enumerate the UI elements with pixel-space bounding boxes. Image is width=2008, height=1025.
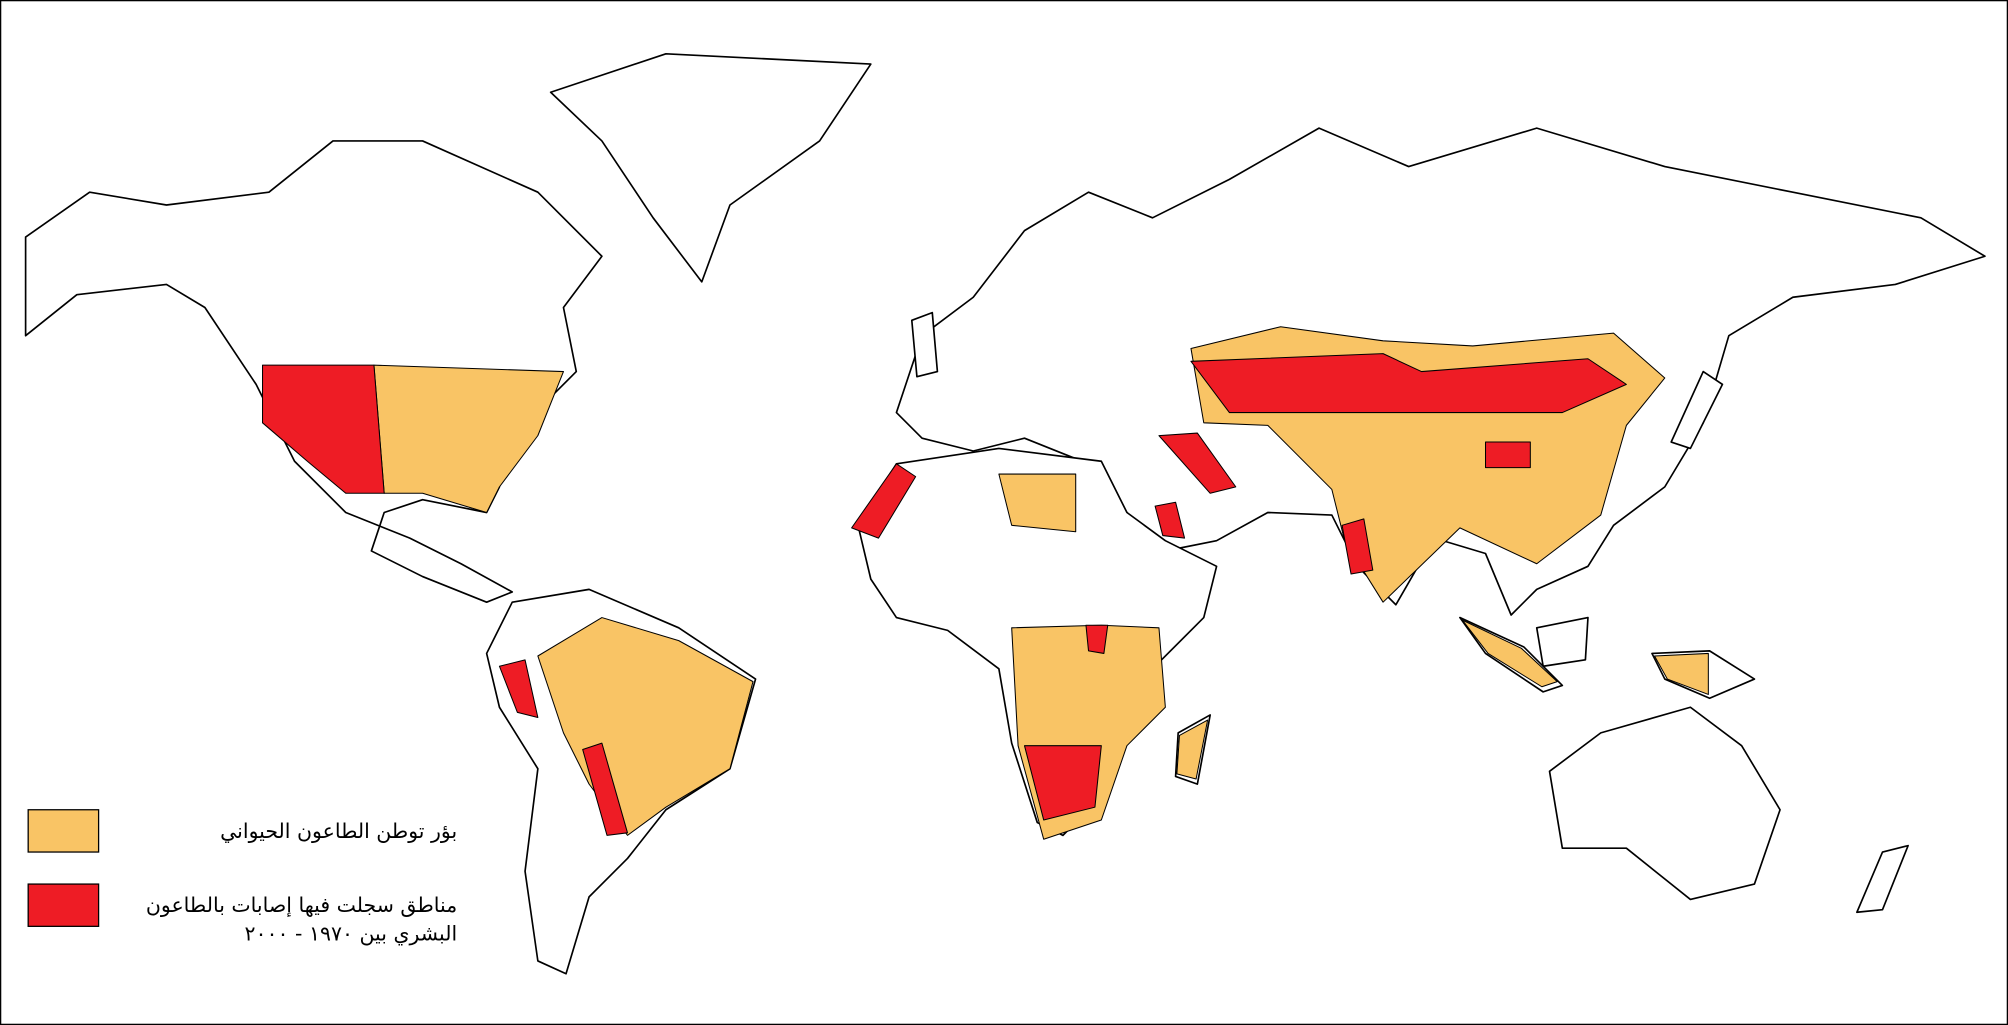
zone-libya	[998, 473, 1077, 533]
legend-label: مناطق سجلت فيها إصابات بالطاعون	[146, 893, 457, 918]
greenland	[549, 52, 872, 283]
human-case-zones	[262, 353, 1627, 836]
borneo	[1535, 616, 1589, 668]
zone-south-africa	[1023, 745, 1102, 821]
legend-label: بؤر توطن الطاعون الحيواني	[220, 819, 457, 843]
australia	[1548, 706, 1781, 901]
zone-morocco	[851, 463, 917, 539]
legend-swatch	[27, 809, 100, 853]
legend: بؤر توطن الطاعون الحيواني مناطق سجلت فيها…	[27, 809, 458, 945]
zone-indonesia	[1461, 619, 1558, 688]
zone-east-africa	[1085, 624, 1109, 654]
legend-swatch	[27, 883, 100, 927]
zone-peru	[498, 659, 539, 719]
new-zealand	[1856, 844, 1909, 914]
zone-central-asia	[1190, 353, 1627, 414]
britain	[910, 311, 939, 378]
japan	[1670, 370, 1724, 450]
zone-new-guinea	[1654, 652, 1709, 695]
zone-china	[1484, 441, 1531, 469]
zone-arabia	[1154, 501, 1186, 539]
zone-us-west	[262, 364, 385, 494]
zone-india	[1341, 518, 1374, 575]
zone-bolivia	[582, 742, 629, 836]
zone-middle-east	[1158, 432, 1237, 494]
legend-label: البشري بين ١٩٧٠ - ٢٠٠٠	[245, 921, 458, 945]
zone-us-east	[373, 364, 564, 514]
zone-madagascar	[1176, 719, 1209, 780]
